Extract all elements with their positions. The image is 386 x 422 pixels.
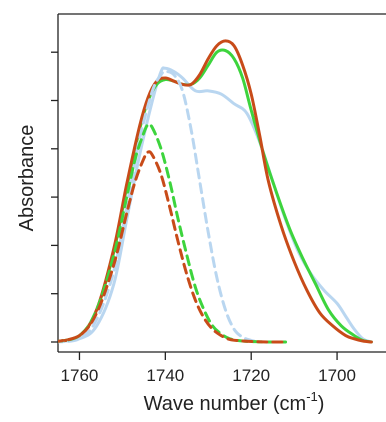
- y-axis-ticks: [51, 51, 58, 343]
- x-axis-ticks: 1760 1740 1720 1700: [61, 352, 356, 385]
- x-tick-label: 1760: [61, 366, 99, 385]
- series-line-3: [58, 70, 262, 344]
- x-axis-label-main: Wave number (cm: [144, 393, 307, 415]
- x-tick-label: 1700: [318, 366, 356, 385]
- series-layer: [58, 39, 373, 344]
- x-axis-label-close: ): [318, 393, 325, 415]
- x-tick-label: 1740: [146, 366, 184, 385]
- x-tick-label: 1720: [232, 366, 270, 385]
- y-axis-label: Absorbance: [16, 125, 38, 232]
- series-line-4: [58, 122, 288, 344]
- series-line-2: [58, 39, 373, 344]
- series-line-5: [58, 150, 288, 344]
- x-axis-label: Wave number (cm-1): [144, 389, 325, 415]
- x-axis-label-superscript: -1: [306, 389, 318, 404]
- plot-frame: [57, 13, 386, 353]
